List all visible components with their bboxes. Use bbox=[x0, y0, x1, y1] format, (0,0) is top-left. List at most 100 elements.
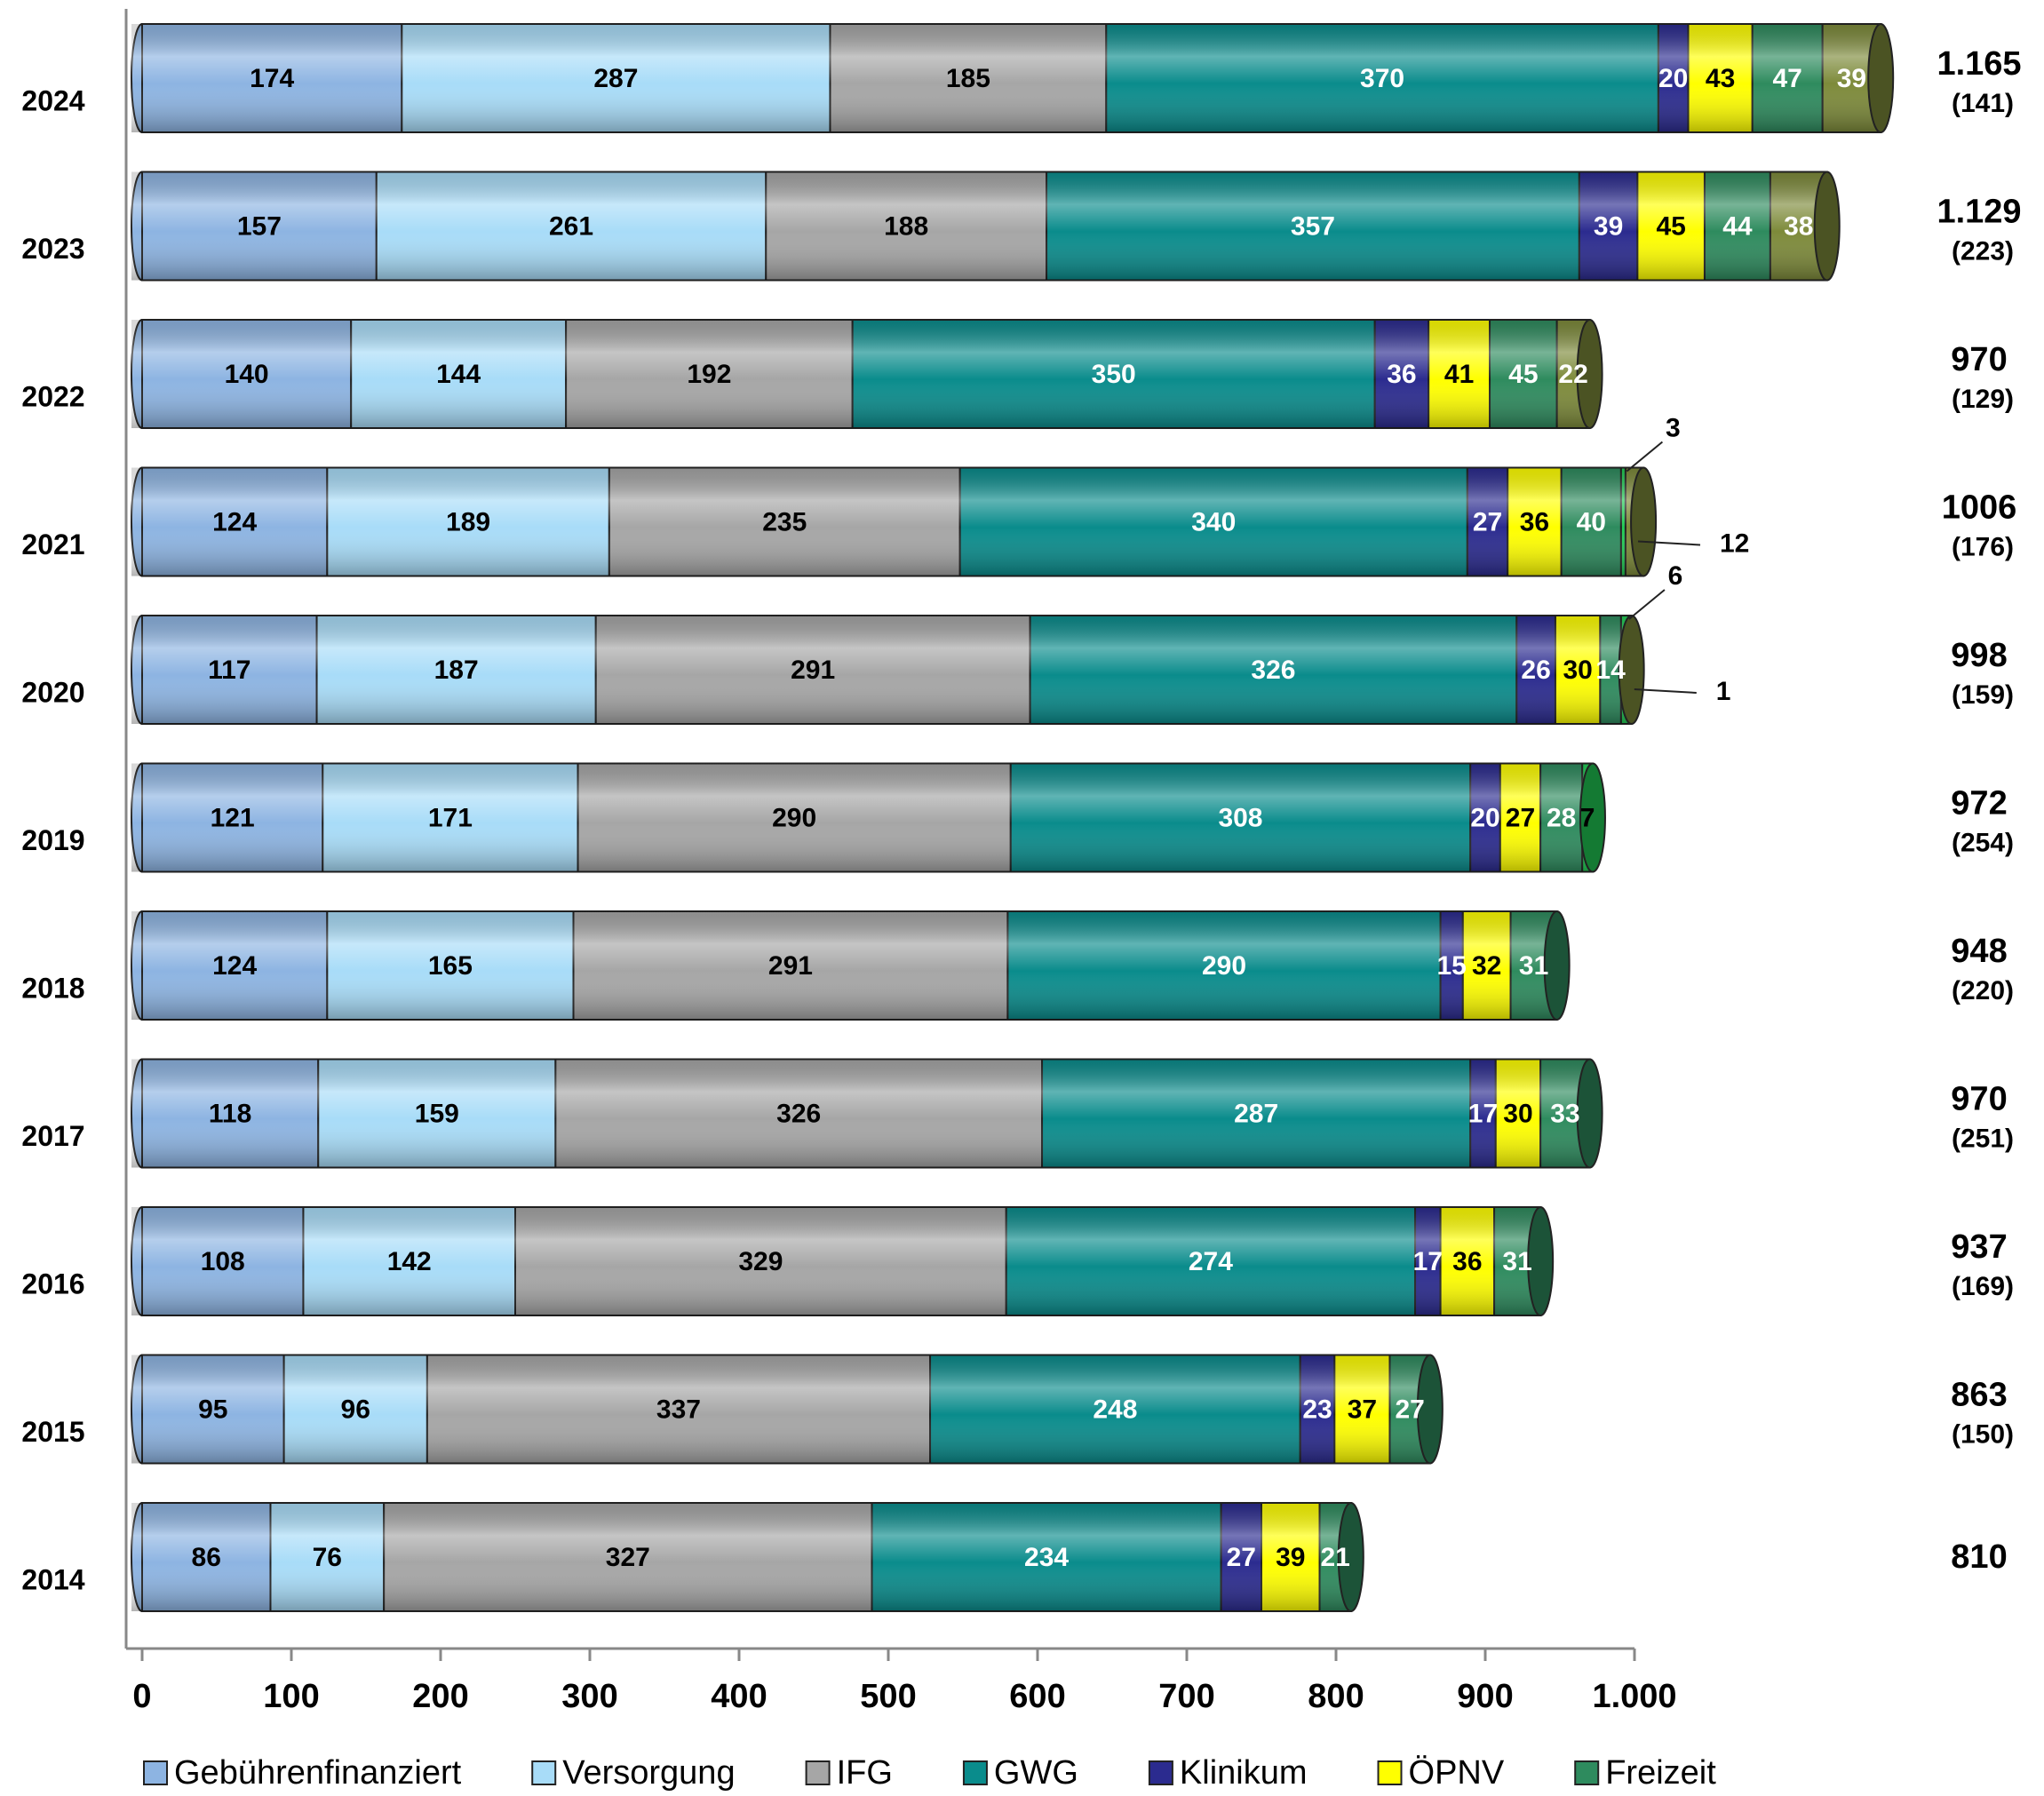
segment-label: 142 bbox=[387, 1247, 432, 1276]
segment-label: 36 bbox=[1520, 507, 1549, 536]
bar-row bbox=[131, 23, 1895, 133]
segment-label: 6 bbox=[1668, 561, 1683, 591]
total-label: 1.165 bbox=[1937, 45, 2021, 83]
segment-label: 340 bbox=[1191, 507, 1236, 536]
segment-label: 15 bbox=[1437, 951, 1467, 981]
segment-label: 117 bbox=[208, 656, 251, 685]
segment-label: 12 bbox=[1720, 528, 1749, 558]
segment-label: 291 bbox=[791, 656, 835, 685]
segment-label: 39 bbox=[1837, 64, 1866, 93]
year-label: 2020 bbox=[21, 676, 84, 708]
segment-label: 27 bbox=[1395, 1395, 1424, 1424]
segment-label: 357 bbox=[1291, 211, 1335, 241]
bar-row bbox=[131, 319, 1603, 429]
count-label: (150) bbox=[1952, 1419, 2014, 1449]
year-label: 2021 bbox=[21, 528, 84, 560]
segment-label: 17 bbox=[1468, 1099, 1498, 1128]
segment-label: 32 bbox=[1472, 951, 1501, 981]
year-label: 2015 bbox=[21, 1416, 84, 1448]
year-label: 2014 bbox=[21, 1563, 84, 1595]
segment-label: 118 bbox=[209, 1099, 251, 1128]
total-label: 937 bbox=[1951, 1228, 2007, 1266]
segment-label: 287 bbox=[593, 64, 638, 93]
segment-label: 31 bbox=[1502, 1247, 1531, 1276]
segment-label: 36 bbox=[1452, 1247, 1482, 1276]
bar-row bbox=[131, 910, 1571, 1021]
x-tick-label: 700 bbox=[1158, 1678, 1214, 1715]
count-label: (129) bbox=[1952, 385, 2014, 414]
segment-label: 337 bbox=[656, 1395, 701, 1424]
segment-label: 326 bbox=[776, 1099, 821, 1128]
legend-swatch bbox=[962, 1760, 988, 1785]
segment-label: 140 bbox=[225, 360, 269, 389]
segment-label: 41 bbox=[1444, 360, 1474, 389]
segment-label: 108 bbox=[201, 1247, 245, 1276]
segment-label: 235 bbox=[762, 507, 807, 536]
bar-cap-end bbox=[1579, 762, 1606, 873]
year-label: 2024 bbox=[21, 84, 84, 116]
segment-label: 327 bbox=[606, 1543, 650, 1572]
bar-cap-end bbox=[1543, 910, 1571, 1021]
segment-label: 287 bbox=[1234, 1099, 1278, 1128]
segment-label: 22 bbox=[1558, 360, 1587, 389]
bar-row bbox=[131, 466, 1658, 577]
segment-label: 37 bbox=[1348, 1395, 1377, 1424]
segment-label: 39 bbox=[1276, 1543, 1305, 1572]
segment-label: 38 bbox=[1784, 211, 1813, 241]
total-label: 970 bbox=[1951, 341, 2007, 378]
bar-row bbox=[131, 1354, 1444, 1465]
segment-label: 39 bbox=[1594, 211, 1623, 241]
segment-label: 95 bbox=[198, 1395, 227, 1424]
x-tick-label: 600 bbox=[1009, 1678, 1065, 1715]
legend-label: GWG bbox=[994, 1754, 1078, 1792]
bar-cap-end bbox=[1813, 171, 1841, 282]
legend-swatch bbox=[143, 1760, 168, 1785]
segment-label: 45 bbox=[1508, 360, 1538, 389]
segment-label: 30 bbox=[1563, 656, 1592, 685]
segment-label: 326 bbox=[1251, 656, 1295, 685]
legend-swatch bbox=[1148, 1760, 1173, 1785]
count-label: (223) bbox=[1952, 236, 2014, 266]
x-tick-label: 800 bbox=[1308, 1678, 1364, 1715]
x-tick-label: 300 bbox=[561, 1678, 617, 1715]
legend-swatch bbox=[1574, 1760, 1600, 1785]
legend-swatch bbox=[1377, 1760, 1403, 1785]
year-label: 2018 bbox=[21, 972, 84, 1004]
segment-label: 234 bbox=[1024, 1543, 1069, 1572]
total-label: 970 bbox=[1951, 1081, 2007, 1118]
segment-label: 27 bbox=[1473, 507, 1502, 536]
segment-label: 17 bbox=[1413, 1247, 1443, 1276]
segment-label: 261 bbox=[549, 211, 593, 241]
segment-label: 47 bbox=[1773, 64, 1802, 93]
segment-label: 157 bbox=[237, 211, 282, 241]
segment-label: 26 bbox=[1521, 656, 1550, 685]
total-label: 810 bbox=[1951, 1538, 2007, 1576]
segment-label: 308 bbox=[1218, 803, 1262, 832]
segment-label: 27 bbox=[1506, 803, 1535, 832]
count-label: (169) bbox=[1952, 1272, 2014, 1301]
count-label: (176) bbox=[1952, 532, 2014, 561]
segment-label: 40 bbox=[1577, 507, 1606, 536]
segment-label: 28 bbox=[1547, 803, 1576, 832]
segment-label: 189 bbox=[446, 507, 490, 536]
segment-label: 45 bbox=[1656, 211, 1685, 241]
segment-label: 159 bbox=[415, 1099, 459, 1128]
segment-label: 185 bbox=[946, 64, 990, 93]
segment-label: 76 bbox=[313, 1543, 342, 1572]
segment-label: 7 bbox=[1580, 803, 1595, 832]
segment-label: 23 bbox=[1302, 1395, 1332, 1424]
legend-label: Gebührenfinanziert bbox=[174, 1754, 462, 1792]
x-tick-label: 1.000 bbox=[1592, 1678, 1676, 1715]
x-tick-label: 400 bbox=[711, 1678, 767, 1715]
segment-label: 1 bbox=[1716, 677, 1731, 706]
bar-cap-end bbox=[1867, 23, 1895, 133]
total-label: 1.129 bbox=[1937, 194, 2021, 231]
total-label: 998 bbox=[1951, 637, 2007, 674]
segment-label: 30 bbox=[1503, 1099, 1532, 1128]
count-label: (251) bbox=[1952, 1124, 2014, 1153]
total-label: 972 bbox=[1951, 785, 2007, 823]
bar-cap-end bbox=[1527, 1206, 1555, 1316]
legend-label: IFG bbox=[837, 1754, 893, 1792]
segment-label: 33 bbox=[1550, 1099, 1579, 1128]
